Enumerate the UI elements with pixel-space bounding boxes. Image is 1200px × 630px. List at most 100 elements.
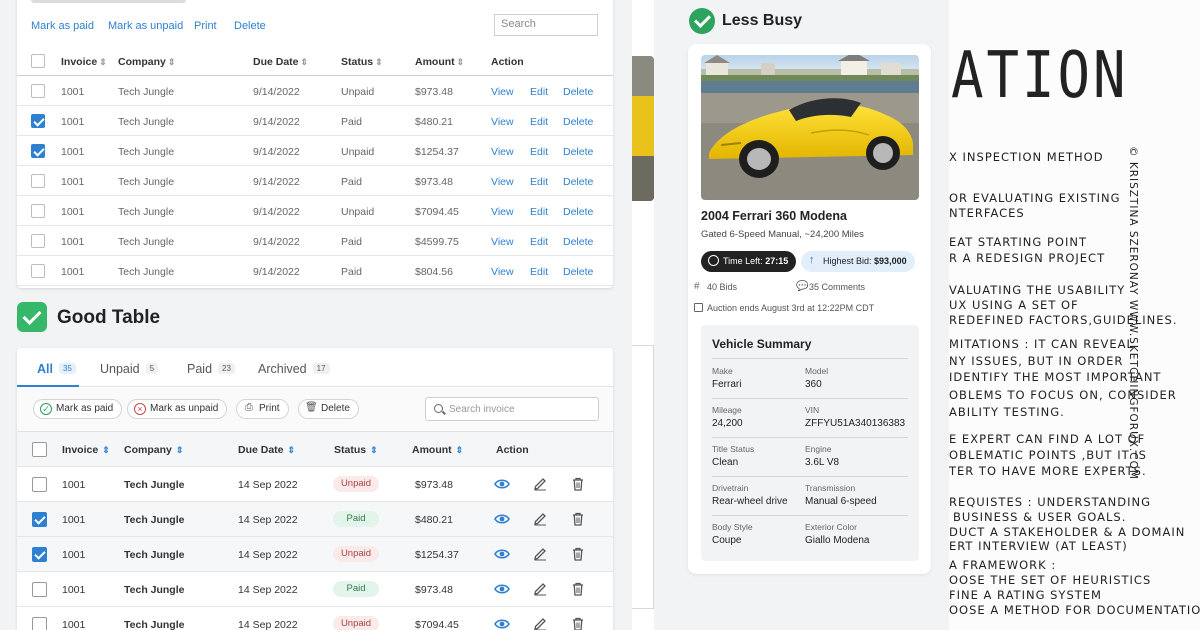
divider (712, 437, 908, 438)
tab-indicator (31, 0, 186, 3)
edit-icon[interactable] (532, 476, 548, 492)
view-link[interactable]: View (491, 86, 514, 98)
company-cell: Tech Jungle (118, 146, 175, 158)
header-status[interactable]: Status ⇕ (341, 56, 383, 68)
header-company[interactable]: Company ⇕ (124, 444, 184, 456)
delete-link[interactable]: Delete (563, 176, 594, 188)
row-checkbox[interactable] (32, 547, 47, 562)
mark-paid-button[interactable]: ✓ Mark as paid (33, 399, 123, 419)
trash-icon[interactable] (570, 511, 586, 527)
due-date-cell: 9/14/2022 (253, 266, 300, 278)
edit-icon[interactable] (532, 581, 548, 597)
trash-icon[interactable] (570, 616, 586, 630)
status-cell: Unpaid (341, 206, 375, 218)
mark-paid-link[interactable]: Mark as paid (31, 20, 94, 32)
view-icon[interactable] (494, 616, 510, 630)
edit-link[interactable]: Edit (530, 176, 549, 188)
divider (712, 358, 908, 359)
listing-title[interactable]: 2004 Ferrari 360 Modena (701, 209, 847, 223)
row-checkbox[interactable] (31, 144, 45, 158)
tab-unpaid[interactable]: Unpaid 5 (100, 362, 159, 376)
delete-link[interactable]: Delete (563, 266, 594, 278)
car-photo[interactable] (701, 55, 919, 200)
header-invoice[interactable]: Invoice ⇕ (61, 56, 107, 68)
edit-icon[interactable] (532, 511, 548, 527)
bids-count[interactable]: # 40 Bids (694, 281, 738, 292)
edit-link[interactable]: Edit (530, 206, 549, 218)
summary-value: Clean (712, 457, 739, 468)
view-link[interactable]: View (491, 116, 514, 128)
edit-link[interactable]: Edit (530, 116, 549, 128)
print-button[interactable]: ⎙ Print (236, 399, 289, 419)
mark-unpaid-button[interactable]: × Mark as unpaid (127, 399, 228, 419)
edit-icon[interactable] (532, 546, 548, 562)
row-checkbox[interactable] (32, 582, 47, 597)
trash-icon[interactable] (570, 581, 586, 597)
view-link[interactable]: View (491, 176, 514, 188)
view-icon[interactable] (494, 511, 510, 527)
delete-link[interactable]: Delete (563, 236, 594, 248)
edit-link[interactable]: Edit (530, 236, 549, 248)
edit-icon[interactable] (532, 616, 548, 630)
status-badge: Paid (333, 511, 379, 527)
table-row: 1001 Tech Jungle 9/14/2022 Unpaid $1254.37 Vi… (17, 136, 613, 166)
header-due-date[interactable]: Due Date ⇕ (253, 56, 309, 68)
trash-icon[interactable] (570, 546, 586, 562)
view-link[interactable]: View (491, 236, 514, 248)
delete-link[interactable]: Delete (563, 146, 594, 158)
delete-link[interactable]: Delete (563, 86, 594, 98)
row-checkbox[interactable] (31, 174, 45, 188)
tab-paid[interactable]: Paid 23 (187, 362, 235, 376)
edit-link[interactable]: Edit (530, 146, 549, 158)
table-row: 1001 Tech Jungle 14 Sep 2022 Unpaid $973.48 (17, 467, 613, 502)
trash-icon[interactable] (570, 476, 586, 492)
comments-count[interactable]: 💬 35 Comments (796, 281, 866, 292)
due-date-cell: 14 Sep 2022 (238, 584, 298, 596)
header-company[interactable]: Company ⇕ (118, 56, 176, 68)
company-cell: Tech Jungle (124, 514, 185, 526)
summary-value: Ferrari (712, 379, 742, 390)
row-checkbox[interactable] (31, 264, 45, 278)
header-amount[interactable]: Amount ⇕ (415, 56, 465, 68)
view-link[interactable]: View (491, 206, 514, 218)
amount-cell: $973.48 (415, 86, 453, 98)
row-checkbox[interactable] (31, 234, 45, 248)
table-row: 1001 Tech Jungle 9/14/2022 Paid $4599.75 View… (17, 226, 613, 256)
delete-link[interactable]: Delete (563, 116, 594, 128)
search-input[interactable]: Search (494, 14, 598, 36)
row-checkbox[interactable] (32, 512, 47, 527)
row-checkbox[interactable] (31, 204, 45, 218)
auction-card[interactable]: 2004 Ferrari 360 Modena Gated 6-Speed Ma… (688, 44, 931, 574)
view-icon[interactable] (494, 476, 510, 492)
search-invoice-input[interactable]: Search invoice (425, 397, 599, 421)
due-date-cell: 9/14/2022 (253, 206, 300, 218)
select-all-checkbox[interactable] (32, 442, 47, 457)
edit-link[interactable]: Edit (530, 86, 549, 98)
invoice-cell: 1001 (62, 584, 86, 596)
summary-label: Exterior Color (805, 522, 857, 532)
amount-cell: $480.21 (415, 514, 453, 526)
select-all-checkbox[interactable] (31, 54, 45, 68)
header-status[interactable]: Status ⇕ (334, 444, 378, 456)
note-line: IDENTIFY THE MOST IMPORTANT (949, 370, 1162, 384)
header-amount[interactable]: Amount ⇕ (412, 444, 464, 456)
row-checkbox[interactable] (31, 84, 45, 98)
header-invoice[interactable]: Invoice ⇕ (62, 444, 110, 456)
view-icon[interactable] (494, 546, 510, 562)
delete-link[interactable]: Delete (563, 206, 594, 218)
header-due-date[interactable]: Due Date ⇕ (238, 444, 296, 456)
row-checkbox[interactable] (31, 114, 45, 128)
row-checkbox[interactable] (32, 477, 47, 492)
print-link[interactable]: Print (194, 20, 217, 32)
tab-all[interactable]: All 35 (37, 362, 76, 376)
view-link[interactable]: View (491, 266, 514, 278)
tab-archived[interactable]: Archived 17 (258, 362, 330, 376)
row-checkbox[interactable] (32, 617, 47, 630)
due-date-cell: 9/14/2022 (253, 176, 300, 188)
edit-link[interactable]: Edit (530, 266, 549, 278)
delete-link[interactable]: Delete (234, 20, 266, 32)
mark-unpaid-link[interactable]: Mark as unpaid (108, 20, 184, 32)
view-link[interactable]: View (491, 146, 514, 158)
delete-button[interactable]: 🗑 Delete (298, 399, 359, 419)
view-icon[interactable] (494, 581, 510, 597)
